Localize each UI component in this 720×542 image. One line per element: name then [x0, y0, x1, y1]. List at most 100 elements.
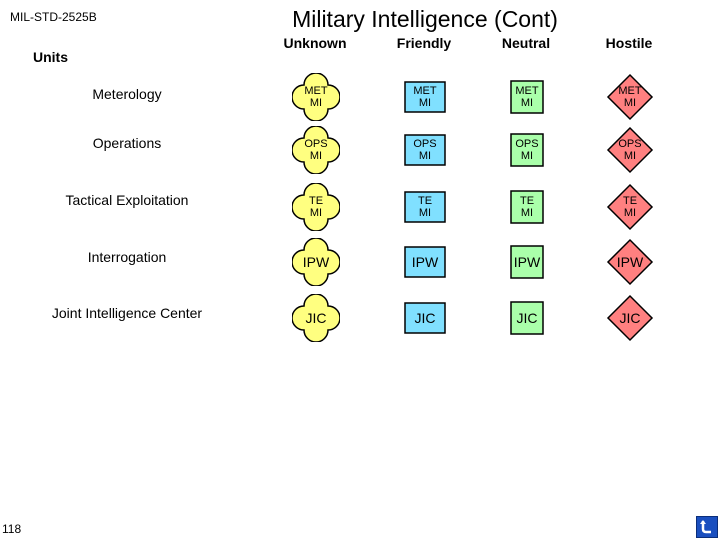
symbol-text-line-2: MI — [309, 150, 323, 162]
row-label-interrogation: Interrogation — [87, 249, 167, 265]
return-arrow-icon[interactable] — [696, 516, 718, 538]
symbol-text-line-1: TE — [622, 195, 638, 207]
symbol-text-line-1: JIC — [305, 310, 327, 326]
symbol-text-line-2: MI — [623, 150, 637, 162]
symbol-unknown-2: OPS MI — [292, 126, 340, 174]
symbol-text-line-1: IPW — [616, 254, 644, 270]
symbol-text: TE MI — [503, 183, 551, 231]
symbol-text: MET MI — [401, 73, 449, 121]
symbol-hostile-1: MET MI — [606, 73, 654, 121]
symbol-neutral-3: TE MI — [503, 183, 551, 231]
symbol-text-line-1: MET — [413, 85, 437, 97]
symbol-text-line-2: MI — [418, 97, 432, 109]
row-label-joint-intelligence-center: Joint Intelligence Center — [51, 305, 203, 321]
friendly-frame-icon — [404, 134, 446, 166]
column-header-hostile: Hostile — [605, 35, 653, 51]
symbol-text-line-1: OPS — [304, 138, 328, 150]
symbol-hostile-2: OPS MI — [606, 126, 654, 174]
symbol-hostile-3: TE MI — [606, 183, 654, 231]
symbol-text-line-2: MI — [623, 97, 637, 109]
symbol-hostile-4: IPW — [606, 238, 654, 286]
symbol-text-line-1: OPS — [515, 138, 539, 150]
symbol-text-line-1: OPS — [618, 138, 642, 150]
symbol-neutral-1: MET MI — [503, 73, 551, 121]
symbol-text: JIC — [401, 294, 449, 342]
symbol-text-line-1: TE — [519, 195, 535, 207]
unknown-frame-icon — [292, 294, 340, 342]
symbol-text-line-1: MET — [515, 85, 539, 97]
unknown-frame-icon — [292, 73, 340, 121]
symbol-text: IPW — [606, 238, 654, 286]
symbol-hostile-5: JIC — [606, 294, 654, 342]
symbol-friendly-2: OPS MI — [401, 126, 449, 174]
symbol-unknown-1: MET MI — [292, 73, 340, 121]
symbol-text-line-1: MET — [304, 85, 328, 97]
hostile-frame-icon — [606, 294, 654, 342]
symbol-text-line-1: TE — [308, 195, 324, 207]
symbol-text: OPS MI — [606, 126, 654, 174]
column-header-unknown: Unknown — [283, 35, 347, 51]
symbol-text: OPS MI — [401, 126, 449, 174]
symbol-text-line-2: MI — [623, 207, 637, 219]
symbol-text: JIC — [503, 294, 551, 342]
standard-label: MIL-STD-2525B — [10, 10, 97, 24]
symbol-neutral-5: JIC — [503, 294, 551, 342]
row-label-meterology: Meterology — [92, 86, 162, 102]
symbol-text-line-2: MI — [309, 97, 323, 109]
symbol-text-line-1: JIC — [414, 310, 436, 326]
column-header-friendly: Friendly — [396, 35, 452, 51]
symbol-text: TE MI — [401, 183, 449, 231]
symbol-friendly-3: TE MI — [401, 183, 449, 231]
hostile-frame-icon — [606, 73, 654, 121]
symbol-neutral-2: OPS MI — [503, 126, 551, 174]
unknown-frame-icon — [292, 238, 340, 286]
symbol-text-line-1: TE — [417, 195, 433, 207]
symbol-text-line-1: MET — [618, 85, 642, 97]
row-label-tactical-exploitation: Tactical Exploitation — [65, 192, 189, 208]
return-arrow-glyph — [700, 520, 711, 534]
symbol-text: JIC — [292, 294, 340, 342]
symbol-text-line-2: MI — [520, 150, 534, 162]
symbol-text: OPS MI — [292, 126, 340, 174]
symbol-friendly-4: IPW — [401, 238, 449, 286]
neutral-frame-icon — [510, 133, 544, 167]
symbol-text: IPW — [292, 238, 340, 286]
hostile-frame-icon — [606, 126, 654, 174]
symbol-text-line-1: IPW — [411, 254, 439, 270]
friendly-frame-icon — [404, 81, 446, 113]
symbol-text-line-2: MI — [418, 150, 432, 162]
symbol-text-line-1: JIC — [516, 310, 538, 326]
neutral-frame-icon — [510, 80, 544, 114]
friendly-frame-icon — [404, 191, 446, 223]
symbol-text: MET MI — [606, 73, 654, 121]
neutral-frame-icon — [510, 190, 544, 224]
symbol-friendly-1: MET MI — [401, 73, 449, 121]
neutral-frame-icon — [510, 301, 544, 335]
symbol-text: JIC — [606, 294, 654, 342]
symbol-unknown-5: JIC — [292, 294, 340, 342]
symbol-text-line-2: MI — [418, 207, 432, 219]
unknown-frame-icon — [292, 126, 340, 174]
symbol-text: MET MI — [292, 73, 340, 121]
symbol-text-line-2: MI — [309, 207, 323, 219]
symbol-text: OPS MI — [503, 126, 551, 174]
hostile-frame-icon — [606, 183, 654, 231]
friendly-frame-icon — [404, 302, 446, 334]
symbol-text-line-2: MI — [520, 97, 534, 109]
symbol-text-line-1: IPW — [513, 254, 541, 270]
unknown-frame-icon — [292, 183, 340, 231]
hostile-frame-icon — [606, 238, 654, 286]
symbol-friendly-5: JIC — [401, 294, 449, 342]
page-title: Military Intelligence (Cont) — [292, 6, 558, 32]
symbol-text: MET MI — [503, 73, 551, 121]
units-label: Units — [33, 49, 68, 65]
friendly-frame-icon — [404, 246, 446, 278]
symbol-neutral-4: IPW — [503, 238, 551, 286]
row-label-operations: Operations — [92, 135, 162, 151]
neutral-frame-icon — [510, 245, 544, 279]
symbol-unknown-4: IPW — [292, 238, 340, 286]
page-number: 118 — [2, 522, 22, 536]
symbol-text: TE MI — [292, 183, 340, 231]
symbol-text: TE MI — [606, 183, 654, 231]
symbol-text-line-1: JIC — [619, 310, 641, 326]
